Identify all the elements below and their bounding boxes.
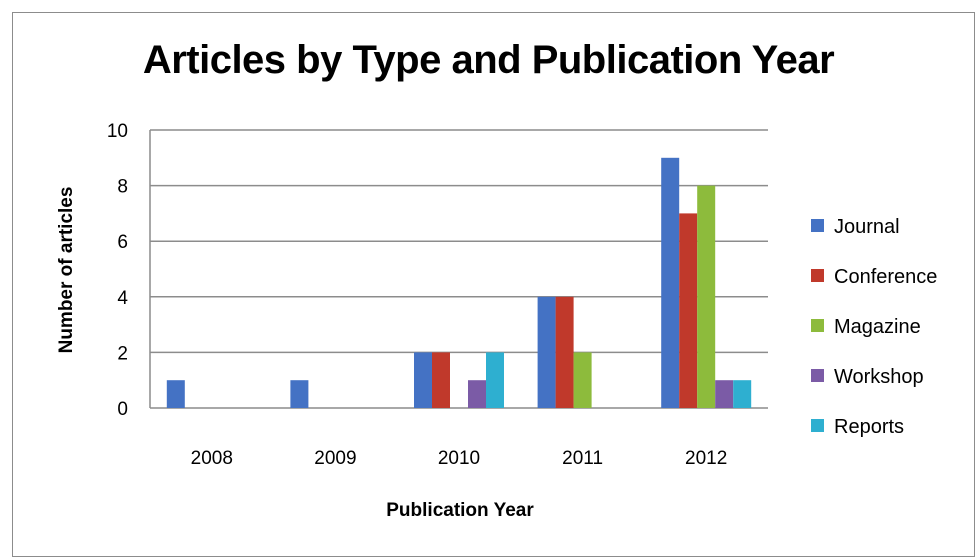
legend-label-conference: Conference <box>834 266 937 288</box>
chart-frame <box>12 12 975 557</box>
bar-magazine-2011 <box>573 352 592 408</box>
y-tick-label: 10 <box>107 121 128 142</box>
x-tick-label: 2011 <box>562 448 603 469</box>
bar-conference-2012 <box>679 213 698 408</box>
bar-journal-2009 <box>290 380 309 408</box>
x-tick-label: 2009 <box>314 448 356 469</box>
x-tick-label: 2012 <box>685 448 727 469</box>
bar-journal-2012 <box>661 157 680 408</box>
legend-swatch-journal <box>811 219 824 232</box>
bars <box>166 157 752 408</box>
y-tick-labels: 0 2 4 6 8 10 <box>107 121 129 420</box>
legend-label-journal: Journal <box>834 216 900 238</box>
y-tick-label: 8 <box>117 177 128 198</box>
x-tick-label: 2010 <box>438 448 480 469</box>
x-tick-label: 2008 <box>191 448 233 469</box>
y-axis-title: Number of articles <box>56 187 77 354</box>
bar-reports-2010 <box>486 352 504 408</box>
legend-swatch-magazine <box>811 319 824 332</box>
legend-label-workshop: Workshop <box>834 366 924 388</box>
chart-title: Articles by Type and Publication Year <box>142 38 835 82</box>
legend: Journal Conference Magazine Workshop Reports <box>811 216 937 438</box>
legend-label-magazine: Magazine <box>834 316 921 338</box>
x-axis-title: Publication Year <box>386 500 534 521</box>
bar-journal-2008 <box>166 380 185 408</box>
bar-workshop-2010 <box>468 380 486 408</box>
x-tick-labels: 2008 2009 2010 2011 2012 <box>191 448 728 469</box>
y-tick-label: 2 <box>117 343 128 364</box>
bar-journal-2011 <box>537 296 556 408</box>
bar-conference-2011 <box>555 296 574 408</box>
bar-conference-2010 <box>432 352 450 408</box>
bar-magazine-2012 <box>697 185 716 408</box>
y-tick-label: 4 <box>117 288 128 309</box>
legend-label-reports: Reports <box>834 416 904 438</box>
y-tick-label: 6 <box>117 232 128 253</box>
legend-swatch-conference <box>811 269 824 282</box>
bar-reports-2012 <box>733 380 752 408</box>
bar-journal-2010 <box>414 352 432 408</box>
y-tick-label: 0 <box>117 399 128 420</box>
bar-workshop-2012 <box>715 380 734 408</box>
legend-swatch-workshop <box>811 369 824 382</box>
legend-swatch-reports <box>811 419 824 432</box>
